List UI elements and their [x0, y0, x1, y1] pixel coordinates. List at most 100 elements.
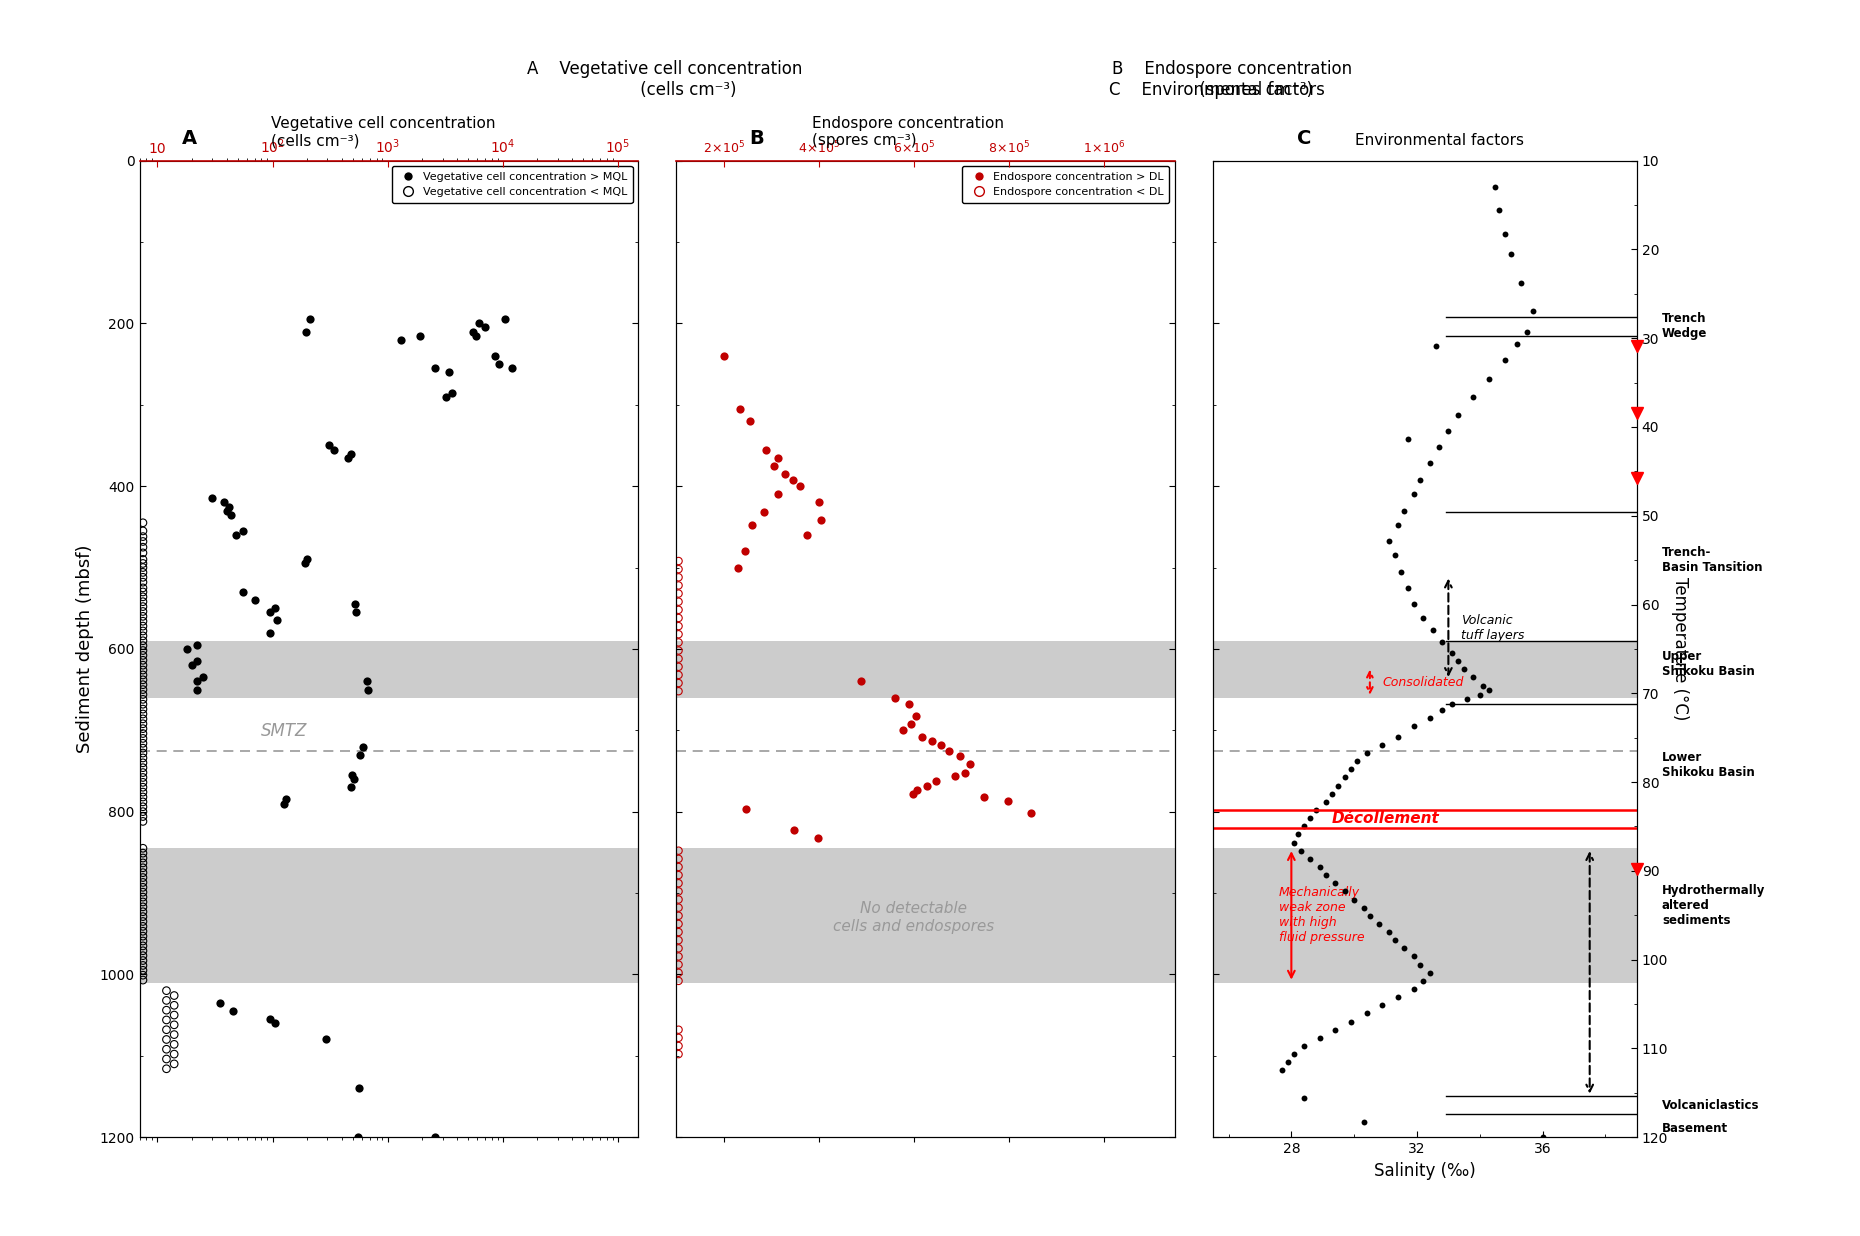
Point — [926, 735, 956, 755]
Text: Environmental factors: Environmental factors — [1354, 133, 1523, 148]
Point — [880, 687, 910, 707]
Point — [1295, 808, 1324, 828]
Point — [458, 321, 487, 341]
Point — [804, 493, 833, 513]
Point — [1367, 995, 1397, 1015]
Point — [664, 1020, 694, 1039]
Point — [491, 309, 521, 329]
Point — [188, 667, 218, 687]
Point — [777, 471, 807, 491]
Point — [664, 1044, 694, 1064]
Point — [480, 346, 510, 366]
Point — [1408, 608, 1438, 628]
Point — [463, 314, 493, 334]
Point — [260, 598, 290, 618]
Point — [272, 790, 301, 810]
Point — [128, 782, 158, 802]
Point — [128, 645, 158, 665]
Text: Consolidated: Consolidated — [1382, 676, 1464, 688]
Point — [128, 665, 158, 685]
Point — [405, 326, 435, 346]
Point — [1330, 768, 1360, 787]
Point — [1427, 633, 1456, 653]
Point — [128, 897, 158, 917]
Point — [128, 550, 158, 570]
Text: Volcanic
tuff layers: Volcanic tuff layers — [1460, 614, 1525, 641]
Point — [128, 695, 158, 714]
Point — [1343, 751, 1373, 771]
Point — [731, 541, 761, 561]
Point — [664, 931, 694, 950]
Point — [664, 963, 694, 983]
Point — [260, 1014, 290, 1033]
Point — [128, 772, 158, 792]
Point — [128, 950, 158, 970]
Y-axis label: Sediment depth (mbsf): Sediment depth (mbsf) — [76, 545, 95, 753]
Point — [128, 892, 158, 912]
Point — [433, 362, 463, 382]
Point — [902, 780, 932, 800]
Point — [417, 1131, 446, 1151]
Point — [128, 690, 158, 709]
Point — [128, 792, 158, 812]
Point — [290, 554, 320, 574]
Point — [1399, 979, 1428, 999]
Point — [897, 714, 926, 734]
Point — [664, 559, 694, 578]
Point — [902, 707, 932, 727]
Bar — [677, 640, 1176, 697]
Point — [128, 921, 158, 941]
Point — [128, 607, 158, 627]
Point — [128, 738, 158, 758]
Point — [128, 868, 158, 887]
Point — [1304, 857, 1334, 876]
Point — [128, 848, 158, 868]
Point — [1295, 849, 1324, 869]
Point — [197, 488, 227, 508]
Point — [128, 680, 158, 700]
Point — [160, 1015, 190, 1035]
Point — [1503, 334, 1533, 353]
Point — [664, 1028, 694, 1048]
Point — [1389, 938, 1419, 958]
Point — [1399, 717, 1428, 737]
Text: Trench-
Basin Tansition: Trench- Basin Tansition — [1663, 546, 1763, 575]
Point — [735, 412, 764, 431]
Point — [128, 838, 158, 858]
Point — [262, 611, 292, 630]
Point — [128, 916, 158, 936]
Point — [770, 464, 800, 483]
Point — [346, 745, 376, 765]
Point — [1375, 531, 1404, 551]
Point — [128, 602, 158, 622]
Point — [311, 1030, 340, 1049]
Point — [128, 531, 158, 551]
Point — [128, 902, 158, 922]
Point — [208, 493, 238, 513]
Point — [664, 624, 694, 644]
Point — [212, 501, 242, 520]
Point — [128, 955, 158, 975]
Text: Volcaniclastics: Volcaniclastics — [1663, 1099, 1760, 1112]
Point — [151, 1010, 180, 1030]
Point — [151, 1000, 180, 1020]
Point — [1380, 931, 1410, 950]
Point — [221, 525, 251, 545]
Point — [917, 730, 947, 750]
Point — [1408, 971, 1438, 991]
Point — [255, 602, 285, 622]
Point — [804, 828, 833, 848]
Point — [908, 727, 937, 747]
Point — [128, 965, 158, 985]
Point — [160, 1054, 190, 1074]
Point — [461, 326, 491, 346]
Point — [1427, 700, 1456, 719]
Point — [1527, 1127, 1557, 1147]
Point — [128, 853, 158, 873]
Point — [1339, 890, 1369, 910]
Point — [1490, 224, 1520, 243]
Point — [1280, 833, 1309, 853]
Point — [1311, 865, 1341, 885]
Point — [128, 675, 158, 695]
Point — [128, 858, 158, 878]
